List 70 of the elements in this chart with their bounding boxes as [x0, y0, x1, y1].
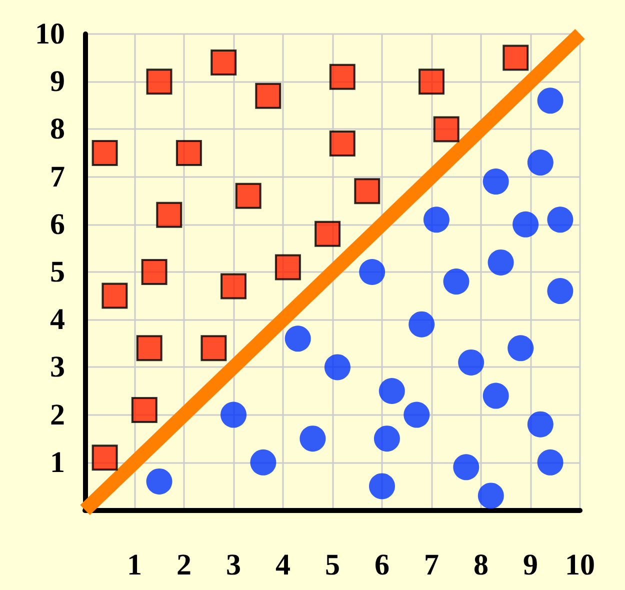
- point: [482, 382, 509, 409]
- y-tick-label: 3: [50, 350, 65, 384]
- point: [488, 249, 514, 276]
- x-tick-label: 7: [424, 548, 439, 582]
- point: [374, 426, 400, 452]
- y-tick-label: 1: [50, 446, 65, 479]
- point: [508, 335, 534, 362]
- x-tick-label: 6: [374, 548, 390, 582]
- point: [92, 444, 118, 471]
- point: [369, 473, 395, 500]
- point: [200, 335, 227, 362]
- point: [210, 50, 237, 76]
- point: [354, 178, 380, 204]
- point: [453, 454, 480, 480]
- point: [176, 140, 202, 166]
- point: [284, 326, 311, 352]
- x-tick-label: 4: [276, 548, 290, 582]
- point: [324, 354, 350, 380]
- point: [141, 259, 168, 285]
- point: [378, 378, 405, 404]
- point: [443, 268, 470, 295]
- x-tick-label: 9: [523, 548, 538, 582]
- y-tick-label: 8: [50, 112, 65, 146]
- y-tick-label: 5: [50, 256, 65, 288]
- x-tick-label: 10: [565, 548, 595, 582]
- point: [404, 402, 430, 428]
- point: [146, 68, 172, 95]
- point: [537, 449, 564, 476]
- point: [418, 68, 444, 95]
- point: [329, 130, 356, 156]
- point: [235, 182, 262, 209]
- y-tick-label: 9: [50, 65, 65, 98]
- point: [156, 202, 182, 228]
- point: [314, 220, 341, 247]
- point: [408, 311, 435, 338]
- point: [527, 150, 554, 176]
- point: [102, 282, 128, 309]
- point: [146, 468, 172, 494]
- point: [547, 278, 574, 304]
- point: [274, 254, 301, 280]
- point: [220, 402, 246, 428]
- point: [482, 168, 509, 195]
- point: [423, 206, 450, 233]
- point: [329, 64, 356, 90]
- point: [220, 273, 246, 300]
- y-tick-label: 6: [50, 208, 65, 241]
- point: [300, 426, 326, 452]
- point: [359, 259, 386, 285]
- point: [250, 449, 276, 476]
- point: [527, 411, 554, 438]
- point: [255, 82, 282, 109]
- point: [136, 335, 162, 362]
- x-tick-label: 1: [127, 548, 142, 582]
- point: [458, 349, 484, 376]
- point: [478, 482, 504, 509]
- x-tick-label: 8: [474, 548, 488, 582]
- point: [512, 211, 539, 238]
- point: [92, 140, 118, 166]
- point: [433, 116, 460, 142]
- point: [547, 206, 574, 233]
- point: [537, 88, 564, 114]
- x-tick-label: 3: [226, 548, 241, 582]
- y-tick-label: 7: [50, 160, 65, 194]
- point: [131, 397, 158, 424]
- point: [502, 44, 529, 71]
- y-tick-label: 4: [50, 303, 65, 336]
- x-tick-label: 2: [176, 548, 192, 582]
- y-tick-label: 2: [50, 398, 65, 432]
- y-tick-label: 10: [35, 18, 65, 50]
- x-tick-label: 5: [325, 548, 340, 582]
